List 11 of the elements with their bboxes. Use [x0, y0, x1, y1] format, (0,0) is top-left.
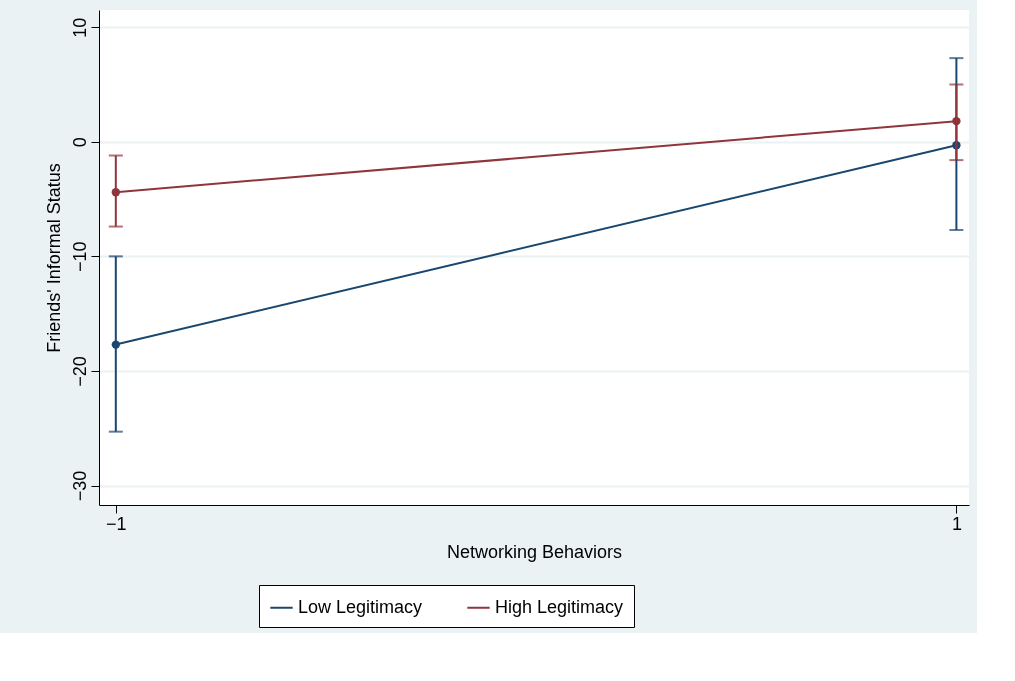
x-axis-title: Networking Behaviors	[446, 541, 623, 562]
y-tick-label: −10	[69, 241, 90, 273]
legend-label: Low Legitimacy	[298, 596, 423, 617]
y-tick-label: −20	[69, 356, 90, 387]
y-tick-label: −30	[69, 470, 90, 502]
y-axis-title: Friends' Informal Status	[43, 163, 64, 353]
legend-label: High Legitimacy	[495, 596, 624, 617]
x-tick-label: 1	[951, 513, 962, 534]
y-tick-label: 10	[69, 17, 90, 38]
x-tick-label: −1	[106, 513, 127, 534]
y-tick-label: 0	[69, 137, 90, 148]
